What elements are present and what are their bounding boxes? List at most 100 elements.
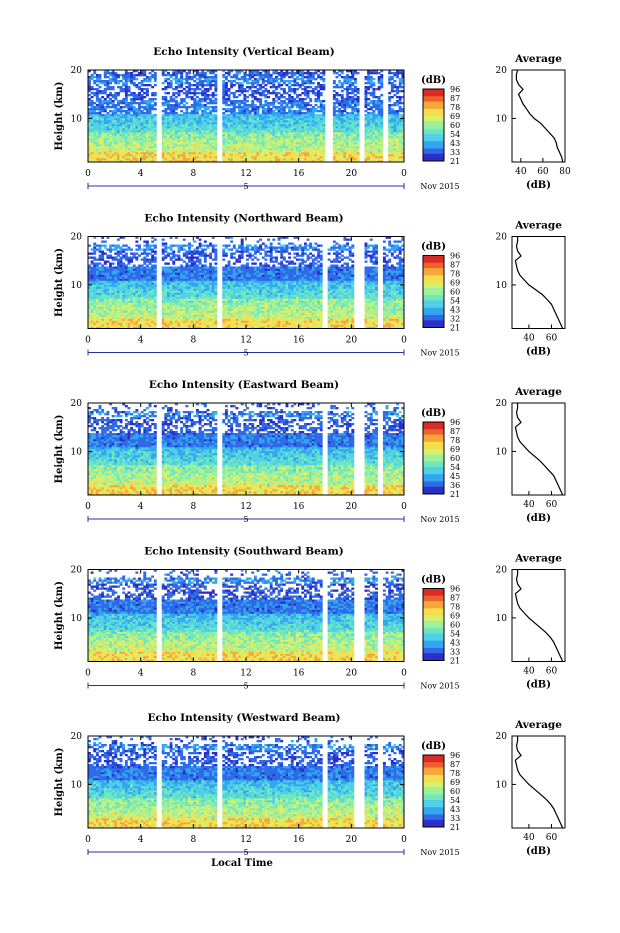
heatmap-cell <box>146 142 149 144</box>
heatmap-cell <box>199 132 202 134</box>
heatmap-cell <box>246 110 249 112</box>
heatmap-cell <box>293 124 296 126</box>
heatmap-cell <box>122 249 125 251</box>
heatmap-cell <box>230 82 233 84</box>
heatmap-cell <box>201 140 204 142</box>
heatmap-cell <box>201 74 204 76</box>
heatmap-cell <box>259 116 262 118</box>
heatmap-cell <box>365 96 368 98</box>
heatmap-cell <box>114 279 117 281</box>
heatmap-cell <box>228 94 231 96</box>
heatmap-cell <box>188 106 191 108</box>
colorbar-tick-label: 21 <box>450 157 460 166</box>
heatmap-cell <box>183 114 186 116</box>
heatmap-cell <box>354 116 357 118</box>
heatmap-cell <box>122 136 125 138</box>
heatmap-cell <box>188 154 191 156</box>
heatmap-cell <box>309 154 312 156</box>
heatmap-cell <box>104 293 107 295</box>
heatmap-cell <box>196 142 199 144</box>
heatmap-cell <box>280 156 283 158</box>
heatmap-cell <box>243 118 246 120</box>
heatmap-cell <box>317 124 320 126</box>
heatmap-cell <box>225 114 228 116</box>
heatmap-cell <box>133 144 136 146</box>
heatmap-cell <box>309 150 312 152</box>
heatmap-cell <box>372 148 375 150</box>
heatmap-cell <box>175 86 178 88</box>
heatmap-cell <box>109 287 112 289</box>
heatmap-cell <box>188 134 191 136</box>
heatmap-cell <box>291 142 294 144</box>
heatmap-cell <box>96 317 99 319</box>
heatmap-cell <box>135 148 138 150</box>
heatmap-cell <box>225 140 228 142</box>
heatmap-cell <box>341 118 344 120</box>
heatmap-cell <box>125 138 128 140</box>
heatmap-cell <box>314 88 317 90</box>
heatmap-cell <box>309 114 312 116</box>
heatmap-cell <box>91 96 94 98</box>
heatmap-cell <box>351 100 354 102</box>
heatmap-cell <box>230 134 233 136</box>
heatmap-cell <box>91 313 94 315</box>
heatmap-cell <box>117 273 120 275</box>
heatmap-cell <box>122 132 125 134</box>
heatmap-cell <box>367 118 370 120</box>
heatmap-cell <box>185 140 188 142</box>
heatmap-cell <box>286 118 289 120</box>
heatmap-cell <box>154 144 157 146</box>
heatmap-cell <box>375 114 378 116</box>
heatmap-cell <box>146 90 149 92</box>
heatmap-cell <box>191 112 194 114</box>
heatmap-cell <box>204 152 207 154</box>
heatmap-cell <box>365 126 368 128</box>
heatmap-cell <box>314 126 317 128</box>
heatmap-cell <box>396 86 399 88</box>
heatmap-cell <box>351 146 354 148</box>
heatmap-cell <box>193 108 196 110</box>
heatmap-cell <box>93 120 96 122</box>
heatmap-cell <box>351 154 354 156</box>
heatmap-cell <box>175 82 178 84</box>
heatmap-cell <box>101 148 104 150</box>
heatmap-cell <box>204 134 207 136</box>
heatmap-cell <box>230 142 233 144</box>
heatmap-cell <box>114 158 117 160</box>
heatmap-cell <box>180 110 183 112</box>
heatmap-cell <box>99 82 102 84</box>
heatmap-cell <box>357 112 360 114</box>
heatmap-cell <box>336 158 339 160</box>
heatmap-cell <box>254 148 257 150</box>
heatmap-cell <box>154 98 157 100</box>
heatmap-cell <box>130 285 133 287</box>
heatmap-cell <box>106 114 109 116</box>
heatmap-cell <box>101 325 104 327</box>
heatmap-cell <box>262 130 265 132</box>
date-month-label: Nov 2015 <box>420 182 459 191</box>
heatmap-cell <box>222 146 225 148</box>
heatmap-cell <box>114 313 117 315</box>
heatmap-cell <box>378 88 381 90</box>
heatmap-cell <box>141 144 144 146</box>
heatmap-cell <box>243 112 246 114</box>
heatmap-cell <box>275 94 278 96</box>
heatmap-cell <box>180 146 183 148</box>
heatmap-cell <box>109 283 112 285</box>
heatmap-cell <box>357 102 360 104</box>
heatmap-cell <box>93 275 96 277</box>
heatmap-cell <box>125 253 128 255</box>
heatmap-cell <box>238 140 241 142</box>
heatmap-cell <box>112 299 115 301</box>
heatmap-cell <box>122 309 125 311</box>
heatmap-cell <box>93 251 96 253</box>
heatmap-cell <box>162 104 165 106</box>
heatmap-cell <box>238 158 241 160</box>
heatmap-cell <box>172 106 175 108</box>
heatmap-cell <box>349 88 352 90</box>
heatmap-cell <box>96 305 99 307</box>
heatmap-cell <box>162 156 165 158</box>
heatmap-cell <box>222 86 225 88</box>
heatmap-cell <box>322 136 325 138</box>
heatmap-cell <box>230 146 233 148</box>
